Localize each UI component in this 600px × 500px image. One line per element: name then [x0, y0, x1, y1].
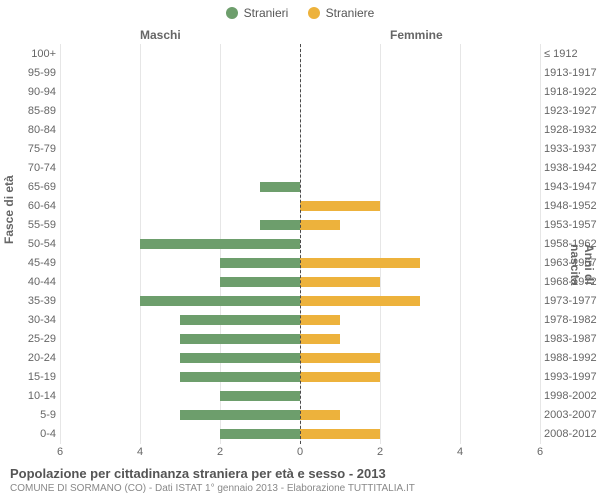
- bar-female: [300, 372, 380, 382]
- birth-label: 1953-1957: [544, 218, 600, 232]
- age-label: 100+: [0, 47, 56, 61]
- birth-label: 1978-1982: [544, 313, 600, 327]
- bar-male: [140, 296, 300, 306]
- footer: Popolazione per cittadinanza straniera p…: [10, 466, 590, 494]
- bar-female: [300, 429, 380, 439]
- bar-male: [220, 391, 300, 401]
- age-label: 70-74: [0, 161, 56, 175]
- age-label: 95-99: [0, 66, 56, 80]
- birth-label: 2008-2012: [544, 427, 600, 441]
- bar-male: [180, 334, 300, 344]
- x-tick-label: 6: [57, 446, 63, 458]
- birth-label: 1933-1937: [544, 142, 600, 156]
- birth-label: 2003-2007: [544, 408, 600, 422]
- age-label: 25-29: [0, 332, 56, 346]
- birth-label: 1913-1917: [544, 66, 600, 80]
- bar-male: [180, 353, 300, 363]
- x-tick-label: 4: [457, 446, 463, 458]
- bar-female: [300, 258, 420, 268]
- bar-male: [140, 239, 300, 249]
- bar-male: [220, 258, 300, 268]
- legend-male-label: Stranieri: [244, 6, 289, 20]
- age-label: 35-39: [0, 294, 56, 308]
- col-header-male: Maschi: [140, 28, 181, 42]
- bar-female: [300, 220, 340, 230]
- bar-female: [300, 410, 340, 420]
- legend-male-swatch: [226, 7, 238, 19]
- legend: Stranieri Straniere: [0, 6, 600, 22]
- x-tick-label: 4: [137, 446, 143, 458]
- chart-title: Popolazione per cittadinanza straniera p…: [10, 466, 590, 481]
- gridline: [540, 44, 541, 444]
- bar-female: [300, 334, 340, 344]
- age-label: 85-89: [0, 104, 56, 118]
- y-labels-age: 100+95-9990-9485-8980-8475-7970-7465-696…: [0, 44, 56, 444]
- x-tick-label: 6: [537, 446, 543, 458]
- legend-female-label: Straniere: [326, 6, 375, 20]
- age-label: 90-94: [0, 85, 56, 99]
- birth-label: 1983-1987: [544, 332, 600, 346]
- birth-label: 1928-1932: [544, 123, 600, 137]
- bar-male: [220, 429, 300, 439]
- legend-male: Stranieri: [226, 6, 289, 20]
- birth-label: 1923-1927: [544, 104, 600, 118]
- age-label: 15-19: [0, 370, 56, 384]
- age-label: 40-44: [0, 275, 56, 289]
- birth-label: 1918-1922: [544, 85, 600, 99]
- plot-area: 6420246: [60, 44, 540, 444]
- bar-female: [300, 353, 380, 363]
- age-label: 0-4: [0, 427, 56, 441]
- age-label: 10-14: [0, 389, 56, 403]
- birth-label: 1998-2002: [544, 389, 600, 403]
- bar-female: [300, 315, 340, 325]
- bar-female: [300, 277, 380, 287]
- birth-label: 1938-1942: [544, 161, 600, 175]
- age-label: 20-24: [0, 351, 56, 365]
- age-label: 5-9: [0, 408, 56, 422]
- chart-subtitle: COMUNE DI SORMANO (CO) - Dati ISTAT 1° g…: [10, 483, 590, 494]
- bar-female: [300, 296, 420, 306]
- bar-male: [180, 372, 300, 382]
- x-tick-label: 0: [297, 446, 303, 458]
- bar-male: [180, 315, 300, 325]
- bar-male: [260, 220, 300, 230]
- birth-label: 1943-1947: [544, 180, 600, 194]
- age-label: 30-34: [0, 313, 56, 327]
- legend-female-swatch: [308, 7, 320, 19]
- x-axis-labels: 6 4 2 0 2 4 6: [60, 446, 540, 460]
- bar-male: [220, 277, 300, 287]
- birth-label: 1993-1997: [544, 370, 600, 384]
- y-axis-title-right: Anni di nascita: [568, 244, 596, 285]
- x-tick-label: 2: [217, 446, 223, 458]
- birth-label: 1948-1952: [544, 199, 600, 213]
- birth-label: 1973-1977: [544, 294, 600, 308]
- bar-male: [260, 182, 300, 192]
- age-label: 45-49: [0, 256, 56, 270]
- x-tick-label: 2: [377, 446, 383, 458]
- legend-female: Straniere: [308, 6, 375, 20]
- center-line: [300, 44, 301, 444]
- birth-label: 1988-1992: [544, 351, 600, 365]
- col-header-female: Femmine: [390, 28, 443, 42]
- chart-container: Stranieri Straniere Maschi Femmine 100+ 9…: [0, 0, 600, 500]
- bar-male: [180, 410, 300, 420]
- y-axis-title-left: Fasce di età: [2, 175, 16, 244]
- bar-female: [300, 201, 380, 211]
- age-label: 80-84: [0, 123, 56, 137]
- age-label: 75-79: [0, 142, 56, 156]
- birth-label: ≤ 1912: [544, 47, 600, 61]
